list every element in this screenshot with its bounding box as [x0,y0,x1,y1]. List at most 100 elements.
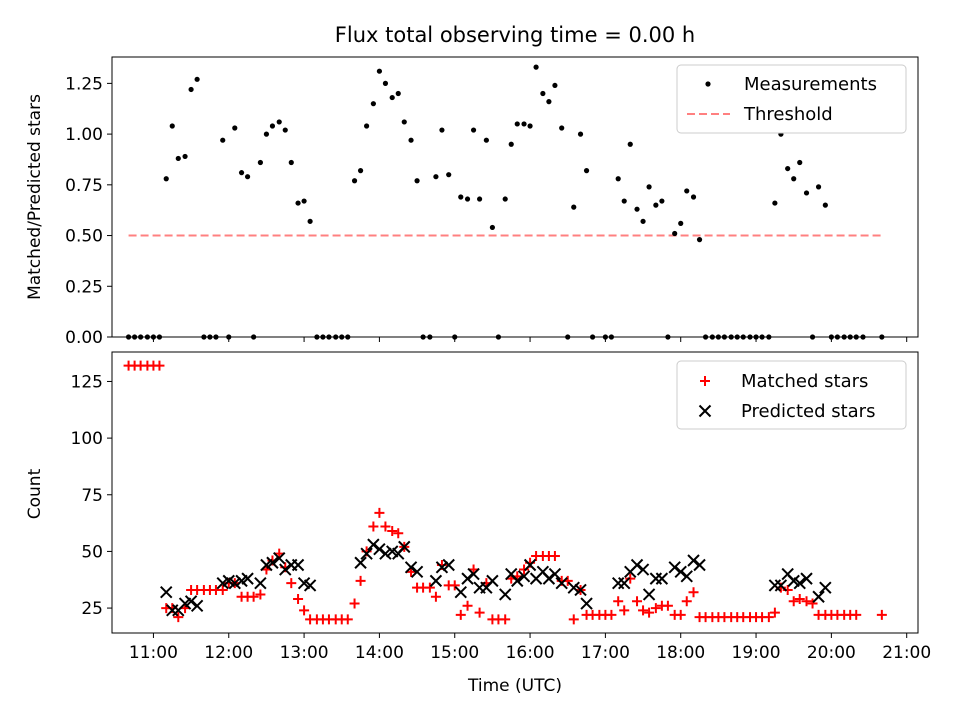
measurement-point [489,224,496,231]
top-y-tick-label: 1.25 [65,74,103,94]
matched-star-point [788,596,799,607]
measurement-point [621,198,627,204]
bottom-legend: Matched stars Predicted stars [676,360,907,430]
bottom-x-tick-label: 12:00 [204,643,253,663]
predicted-star-point [429,574,443,588]
matched-star-point [763,612,774,623]
predicted-star-point [800,572,813,585]
predicted-star-point [454,586,467,599]
matched-star-point [248,591,259,602]
predicted-star-point [511,574,524,588]
matched-star-point [807,598,818,609]
matched-star-point [430,591,441,602]
top-frame [111,56,919,338]
count-panel: 25 50 75 100 125 11:00 12:00 13:00 14:00 15:00 16:… [71,351,931,663]
predicted-star-point [279,563,292,576]
predicted-star-point [555,576,568,590]
predicted-star-point [160,586,173,599]
matched-star-point [342,614,353,625]
bottom-y-tick-label: 25 [81,599,103,619]
bottom-x-tick-label: 18:00 [656,643,705,663]
measurement-point [502,196,508,202]
bottom-x-tick-label: 13:00 [280,643,329,663]
measurement-point [458,194,464,200]
measurement-point [169,123,175,129]
measurement-point [263,131,270,137]
predicted-star-point [184,595,198,608]
measurement-point [791,176,797,182]
measurement-point [401,119,407,125]
measurement-point [408,137,414,143]
predicted-star-point [442,558,455,572]
measurement-point [188,86,194,93]
measurement-point [389,94,395,101]
top-y-tick-label: 1.00 [65,125,103,145]
measurement-point [803,190,810,196]
measurement-point [533,64,539,70]
measurement-point [684,188,690,194]
matched-star-point [449,580,460,591]
predicted-star-point [574,583,587,597]
measurement-point [282,127,288,133]
chart-title: Flux total observing time = 0.00 h [335,23,695,47]
matched-star-point [368,521,379,532]
measurement-point [357,168,364,174]
bottom-x-tick-label: 16:00 [506,643,555,663]
predicted-star-point [273,552,286,565]
matched-star-point [217,584,228,595]
predicted-star-point [580,597,593,610]
measurement-point [646,184,652,190]
predicted-star-point [486,574,499,588]
matched-star-point [286,578,297,589]
matched-star-point [154,360,165,371]
legend-predicted-label: Predicted stars [741,401,875,422]
predicted-star-point [266,556,279,569]
measurement-point [559,125,565,131]
predicted-star-point [398,540,411,554]
measurement-point [640,218,646,224]
measurement-point [194,76,200,82]
bottom-x-tick-label: 14:00 [355,643,404,663]
matched-star-point [299,605,310,616]
predicted-star-point [680,570,693,583]
matched-star-point [619,605,630,616]
matched-star-point [424,582,435,593]
legend-measurements-label: Measurements [744,74,877,95]
predicted-star-point [367,538,380,551]
matched-star-point [876,609,887,620]
measurement-point [238,170,245,176]
bottom-x-tick-label: 21:00 [882,643,931,663]
matched-star-point [393,528,404,539]
predicted-star-point [793,576,806,590]
matched-star-point [293,594,304,605]
measurement-point [182,153,188,160]
measurement-point [382,80,389,86]
measurement-point [163,176,169,182]
top-y-tick-label: 0.50 [65,227,103,247]
measurement-point [257,159,263,166]
matched-star-point [650,603,661,614]
measurement-point [527,123,533,129]
measurement-point [540,90,546,97]
measurement-point [351,178,358,184]
matched-star-point [387,526,398,537]
measurement-point [508,141,514,147]
bottom-x-tick-label: 17:00 [581,643,630,663]
measurement-point [696,237,703,243]
matched-star-point [625,573,636,584]
predicted-star-point [404,561,418,574]
measurement-point [822,202,828,208]
measurement-point [577,131,584,137]
legend-threshold-label: Threshold [743,104,833,125]
measurement-point [615,176,621,182]
measurement-point [571,204,577,210]
bottom-x-tick-label: 15:00 [430,643,479,663]
matched-star-point [568,614,579,625]
matched-star-point [851,609,862,620]
matched-star-point [173,612,184,623]
matched-star-point [769,607,780,618]
predicted-star-point [303,579,317,592]
predicted-star-point [642,588,656,601]
measurement-point [414,178,420,184]
